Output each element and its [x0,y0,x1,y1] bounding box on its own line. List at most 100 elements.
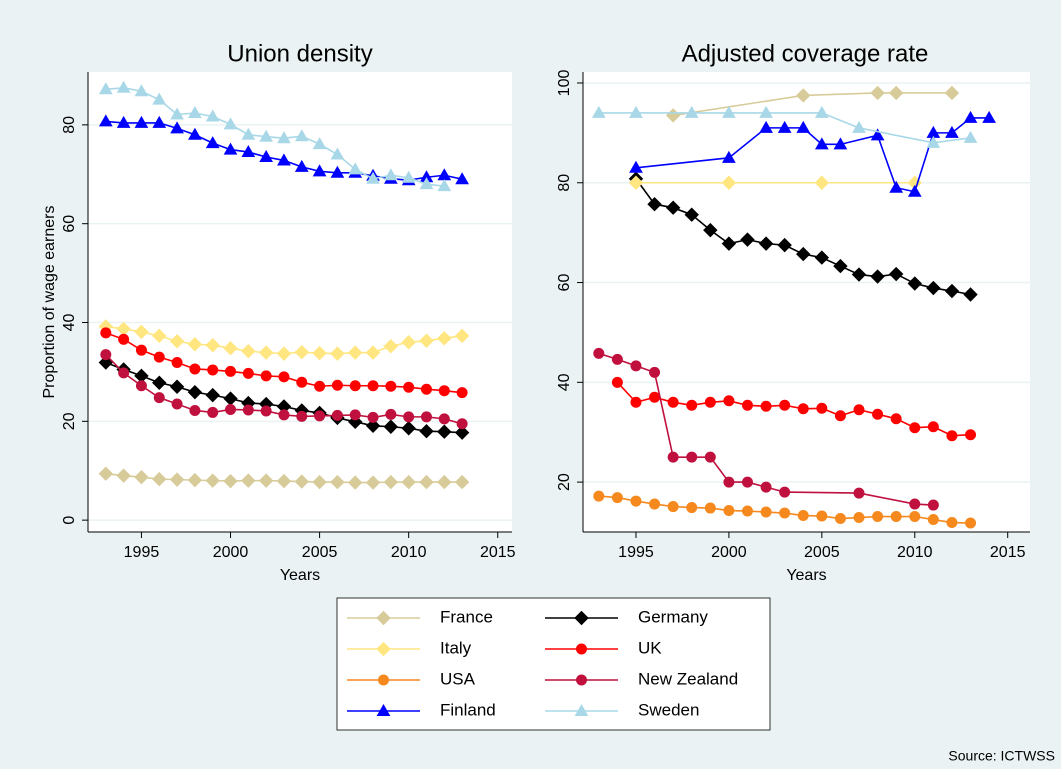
data-point [455,172,469,185]
legend-label: Sweden [638,700,699,719]
data-point [963,130,978,143]
data-point [454,425,470,440]
data-point [777,120,792,133]
data-point [628,175,644,190]
data-point [205,473,220,488]
data-point [419,177,434,190]
data-point [276,473,292,489]
data-point [946,517,958,529]
data-point [686,502,698,514]
data-point [963,110,978,123]
data-point [723,505,735,517]
data-point [205,109,220,122]
data-point [723,395,735,407]
data-point [456,418,468,430]
data-point [629,160,643,173]
data-point [278,409,290,421]
data-point [630,396,642,408]
data-point [796,88,811,103]
data-point [312,474,327,490]
data-point [348,414,363,430]
data-point [926,135,941,148]
data-point [152,115,167,128]
data-point [135,344,147,356]
data-point [779,507,791,519]
data-point [134,84,149,97]
data-point [686,451,698,463]
data-point [437,474,452,490]
data-point [852,120,866,133]
data-point [888,85,904,101]
data-point [437,331,452,346]
data-point [889,180,904,193]
data-point [684,105,699,118]
data-point [349,409,361,421]
data-point [779,399,791,411]
data-point [171,398,183,410]
data-point [367,411,379,423]
data-point [116,80,131,93]
data-point [242,404,254,416]
data-point [330,147,345,160]
legend-label: UK [638,638,662,657]
data-point [665,200,681,215]
plot-area [88,72,512,532]
data-point [365,345,381,360]
data-point [331,409,343,421]
data-point [278,371,290,383]
x-axis-label: Years [786,567,826,584]
data-point [152,471,167,487]
data-point [260,405,272,417]
data-point [703,222,718,238]
data-point [171,357,183,369]
data-point [419,474,434,490]
data-point [759,105,773,118]
data-point [276,346,292,361]
data-point [296,376,308,388]
data-point [170,107,184,120]
y-tick-label: 100 [556,70,573,97]
data-point [188,106,202,119]
data-point [870,128,885,141]
legend-label: Italy [440,638,472,657]
data-point [870,85,885,101]
data-point [169,379,185,394]
data-point [796,246,811,262]
legend-label: New Zealand [638,669,738,688]
data-point [834,513,846,525]
data-point [907,184,922,197]
data-point [649,391,661,403]
data-point [965,429,977,441]
data-point [134,115,149,128]
data-point [383,168,398,181]
data-point [419,333,434,348]
data-point [98,114,113,127]
data-point [927,514,939,526]
data-point [312,164,327,177]
data-point [438,413,450,425]
data-point [853,404,865,416]
data-point [814,105,829,118]
data-point [225,365,237,377]
legend-marker [576,674,587,686]
data-point [258,473,274,488]
data-point [383,419,399,434]
x-tick-label: 2005 [302,544,338,561]
data-point [189,363,201,375]
data-point [294,129,309,142]
data-point [796,120,811,133]
data-point [853,512,865,524]
data-point [205,136,220,149]
data-point [187,472,203,488]
data-point [207,364,219,376]
data-point [314,410,326,422]
y-tick-label: 40 [61,314,78,332]
y-tick-label: 60 [61,215,78,233]
data-point [403,381,415,393]
data-point [926,280,941,296]
data-point [723,476,735,488]
data-point [722,150,736,163]
data-point [927,499,939,511]
x-tick-label: 2005 [804,544,840,561]
